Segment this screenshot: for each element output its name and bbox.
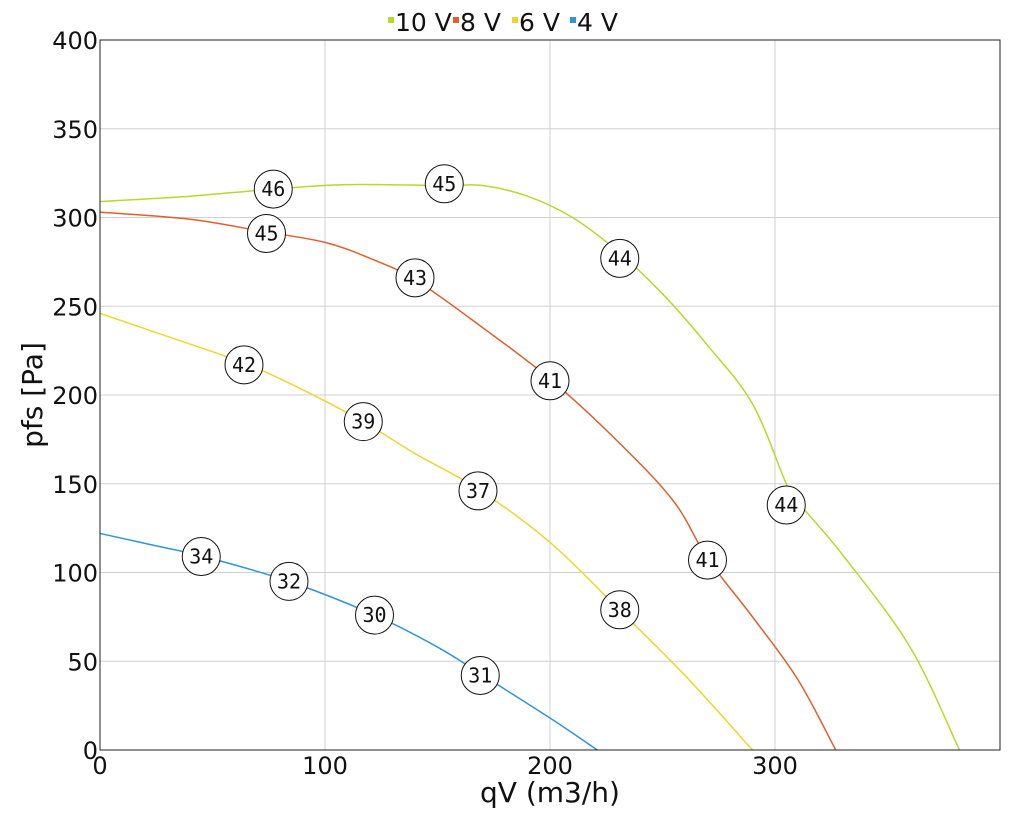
- y-tick-label: 150: [52, 471, 98, 499]
- label-bubble: [460, 655, 500, 695]
- curve-label-6v: 42: [224, 345, 264, 385]
- curve-label-4v: 31: [460, 655, 500, 695]
- label-bubble: [458, 471, 498, 511]
- label-bubble: [253, 169, 293, 209]
- grid: [100, 40, 1000, 750]
- curve-label-8v: 41: [688, 540, 727, 580]
- x-tick-label: 0: [92, 752, 107, 780]
- label-bubble: [688, 540, 727, 580]
- y-tick-label: 350: [52, 116, 98, 144]
- label-bubble: [269, 561, 309, 601]
- legend-swatch: [570, 17, 576, 23]
- label-bubble: [343, 402, 383, 442]
- curve-label-8v: 43: [395, 258, 435, 298]
- curve-label-10v: 46: [253, 169, 293, 209]
- legend: 10 V 8 V 6 V 4 V: [388, 8, 618, 37]
- label-bubble: [355, 595, 394, 635]
- label-bubble: [600, 238, 640, 278]
- curve-label-6v: 39: [343, 402, 383, 442]
- label-value: 45: [254, 221, 278, 245]
- label-value: 34: [189, 545, 213, 569]
- y-tick-label: 0: [83, 737, 98, 765]
- curve-label-4v: 30: [355, 595, 394, 635]
- series-line-10v: [99, 183, 961, 751]
- curve-label-8v: 41: [530, 361, 570, 401]
- series-lines: [99, 183, 961, 751]
- y-tick-label: 300: [52, 205, 98, 233]
- label-bubble: [247, 213, 286, 253]
- label-value: 42: [232, 353, 256, 377]
- label-value: 43: [403, 266, 427, 290]
- series-line-6v: [99, 312, 754, 751]
- series-line-4v: [99, 532, 598, 751]
- label-value: 30: [362, 603, 386, 627]
- y-tick-label: 200: [52, 382, 98, 410]
- label-bubble: [530, 361, 570, 401]
- x-tick-label: 100: [302, 752, 348, 780]
- label-value: 41: [695, 548, 719, 572]
- curve-label-10v: 44: [766, 485, 806, 525]
- plot-area-frame: [99, 39, 1001, 751]
- label-value: 39: [351, 410, 375, 434]
- label-value: 31: [468, 663, 492, 687]
- y-tick-label: 250: [52, 293, 98, 321]
- legend-swatch: [512, 17, 518, 23]
- curve-label-6v: 37: [458, 471, 498, 511]
- label-bubble: [600, 590, 640, 630]
- legend-label: 4 V: [577, 8, 618, 37]
- label-value: 41: [538, 369, 562, 393]
- curve-label-6v: 38: [600, 590, 640, 630]
- label-value: 38: [608, 598, 632, 622]
- label-bubble: [766, 485, 806, 525]
- label-bubble: [224, 345, 264, 385]
- legend-item-6v[interactable]: 6 V: [512, 8, 560, 37]
- x-tick-label: 200: [527, 752, 573, 780]
- legend-swatch: [388, 17, 394, 23]
- label-value: 45: [432, 172, 456, 196]
- label-value: 44: [774, 493, 798, 517]
- legend-label: 8 V: [460, 8, 501, 37]
- label-value: 37: [466, 479, 490, 503]
- label-bubble: [424, 164, 464, 204]
- curve-label-10v: 45: [424, 164, 464, 204]
- curve-label-10v: 44: [600, 238, 640, 278]
- y-tick-label: 50: [67, 648, 98, 676]
- curve-labels: 46 45 44 44 45 43 41 41 42 39 37 38 34 32 30 31: [181, 164, 806, 695]
- label-value: 46: [261, 177, 285, 201]
- y-tick-label: 400: [52, 27, 98, 55]
- curve-label-4v: 34: [181, 537, 221, 577]
- legend-label: 6 V: [519, 8, 560, 37]
- legend-swatch: [453, 17, 459, 23]
- x-tick-label: 300: [752, 752, 798, 780]
- x-axis-label: qV (m3/h): [480, 776, 620, 809]
- label-bubble: [395, 258, 435, 298]
- label-bubble: [181, 537, 221, 577]
- curve-label-4v: 32: [269, 561, 309, 601]
- legend-item-8v[interactable]: 8 V: [453, 8, 501, 37]
- legend-item-4v[interactable]: 4 V: [570, 8, 618, 37]
- legend-label: 10 V: [395, 8, 452, 37]
- y-tick-label: 100: [52, 560, 98, 588]
- legend-item-10v[interactable]: 10 V: [388, 8, 452, 37]
- curve-label-8v: 45: [247, 213, 286, 253]
- label-value: 32: [277, 569, 301, 593]
- axis-ticks: 0 100 200 300 0 50 100 150 200 250 300 350 400: [52, 27, 798, 780]
- label-value: 44: [608, 246, 632, 270]
- y-axis-label: pfs [Pa]: [16, 342, 49, 448]
